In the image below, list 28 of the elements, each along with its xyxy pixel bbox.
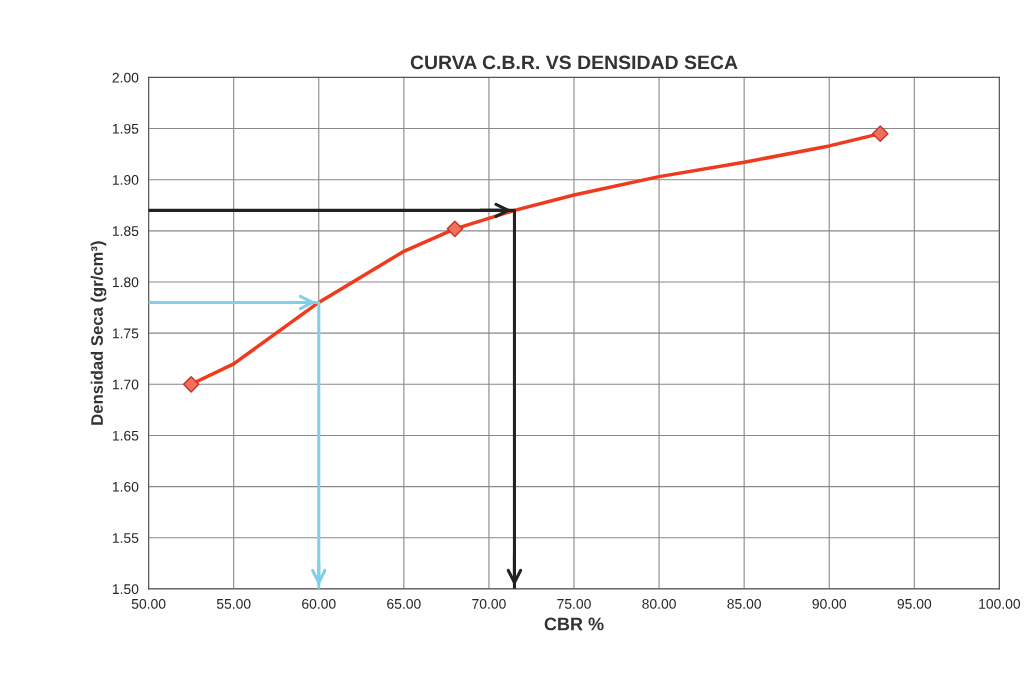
y-tick-label: 1.95: [112, 123, 139, 134]
x-tick-label: 55.00: [216, 598, 251, 609]
x-tick-label: 50.00: [131, 598, 166, 609]
point: [446, 220, 464, 238]
y-tick-label: 1.85: [112, 226, 139, 237]
point: [871, 125, 889, 142]
x-tick-label: 80.00: [642, 598, 676, 609]
x-tick-label: 100.00: [979, 598, 1021, 609]
y-tick-label: 1.75: [112, 328, 139, 339]
y-tick-label: 1.70: [112, 379, 139, 390]
x-axis-title: CBR %: [544, 617, 604, 631]
y-tick-label: 1.90: [112, 175, 139, 185]
y-tick-label: 1.55: [112, 533, 139, 543]
y-tick-label: 2.00: [112, 72, 139, 83]
y-tick-label: 1.80: [112, 277, 139, 288]
point: [182, 375, 200, 393]
y-tick-label: 1.60: [112, 481, 139, 492]
x-tick-label: 90.00: [812, 598, 847, 609]
chart-title: CURVA C.B.R. VS DENSIDAD SECA: [410, 55, 738, 70]
x-tick-label: 70.00: [472, 598, 506, 609]
x-tick-label: 65.00: [387, 598, 421, 609]
x-tick-label: 60.00: [302, 598, 336, 609]
x-tick-label: 75.00: [557, 598, 591, 609]
y-axis-title: Densidad Seca (gr/cm³): [90, 241, 107, 425]
x-tick-label: 95.00: [897, 598, 932, 609]
y-tick-label: 1.50: [112, 584, 139, 595]
y-tick-label: 1.65: [112, 430, 139, 441]
x-tick-label: 85.00: [727, 598, 761, 609]
